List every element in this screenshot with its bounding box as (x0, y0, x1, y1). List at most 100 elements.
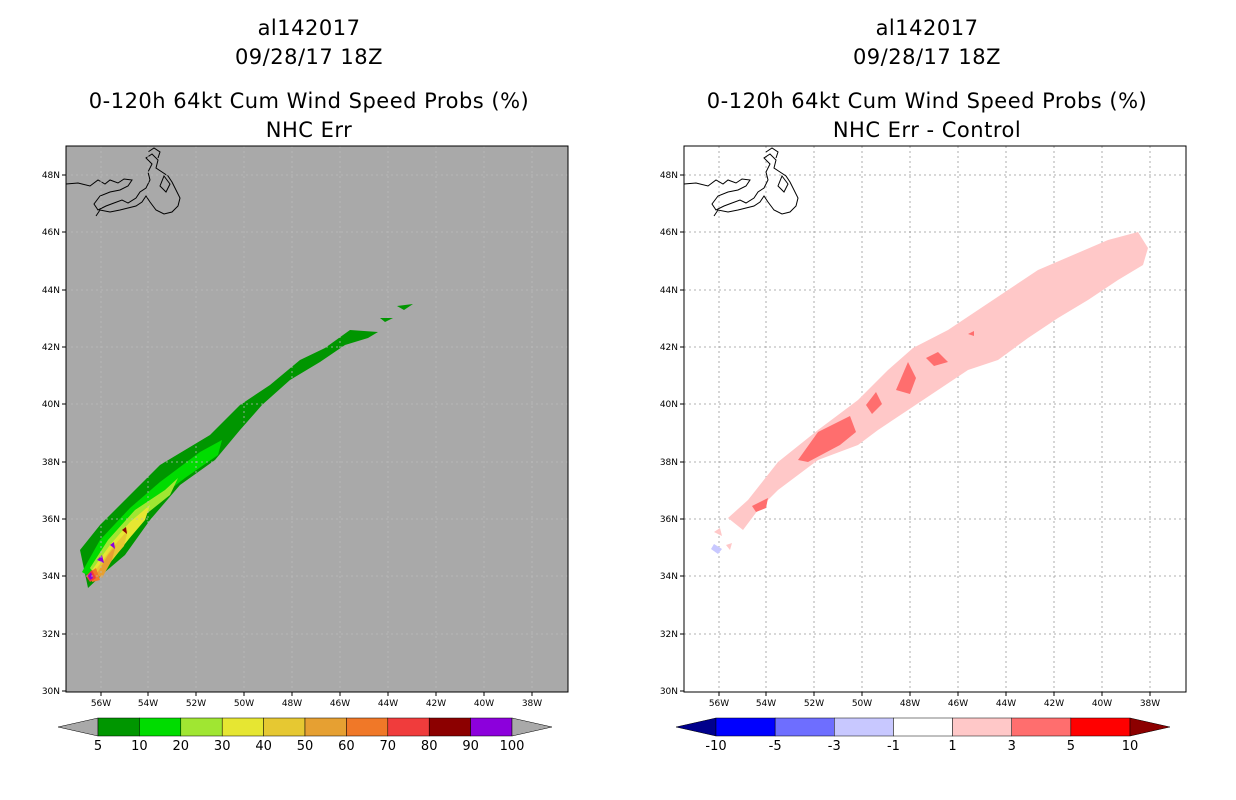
colorbar-swatch (346, 717, 389, 737)
lat-label: 48N (660, 171, 678, 181)
lat-label: 38N (660, 458, 678, 468)
lon-label: 42W (1044, 699, 1064, 709)
contour-plus-3-b (866, 392, 882, 414)
lat-label: 42N (42, 343, 60, 353)
contour-plus-3-f (968, 331, 974, 336)
colorbar-swatch (180, 717, 223, 737)
lon-label: 38W (1140, 699, 1160, 709)
right-map-panel: al142017 09/28/17 18Z 0-120h 64kt Cum Wi… (618, 0, 1236, 800)
lon-label: 42W (426, 699, 446, 709)
colorbar: 5 10 20 30 40 50 60 70 80 90 100 (57, 717, 553, 754)
contour-plus-3 (798, 416, 856, 462)
product-title: 0-120h 64kt Cum Wind Speed Probs (%) (88, 89, 530, 113)
colorbar-label: 100 (500, 739, 525, 754)
lon-label: 40W (1092, 699, 1112, 709)
colorbar-label: -10 (705, 739, 726, 754)
colorbar: -10 -5 -3 -1 1 3 5 10 (675, 717, 1171, 754)
contour-plus-3-c (896, 362, 916, 394)
colorbar-swatch (834, 717, 894, 737)
lat-label: 36N (660, 515, 678, 525)
colorbar-swatch (139, 717, 182, 737)
colorbar-end-triangle (1129, 717, 1171, 737)
lon-label: 46W (948, 699, 968, 709)
lat-label: 48N (42, 171, 60, 181)
grid-lines (684, 146, 1186, 692)
lat-label: 46N (660, 228, 678, 238)
lon-label: 52W (186, 699, 206, 709)
lat-label: 46N (42, 228, 60, 238)
lon-label: 56W (709, 699, 729, 709)
lon-label: 56W (91, 699, 111, 709)
lat-label: 30N (660, 687, 678, 697)
lat-label: 32N (42, 630, 60, 640)
colorbar-swatch (387, 717, 430, 737)
lon-label: 54W (756, 699, 776, 709)
lat-label: 42N (660, 343, 678, 353)
colorbar-label: -3 (828, 739, 841, 754)
contour-80 (122, 527, 127, 534)
lat-label: 32N (660, 630, 678, 640)
lat-label: 30N (42, 687, 60, 697)
contour-plus-1-small-2 (726, 543, 732, 550)
colorbar-swatch (304, 717, 347, 737)
lat-label: 40N (660, 400, 678, 410)
lat-label: 44N (660, 286, 678, 296)
colorbar-end-triangle (675, 717, 717, 737)
left-map-panel: al142017 09/28/17 18Z 0-120h 64kt Cum Wi… (42, 16, 569, 754)
contour-90-b (97, 555, 104, 563)
lon-label: 50W (852, 699, 872, 709)
lat-label: 40N (42, 400, 60, 410)
colorbar-swatch (470, 717, 513, 737)
lon-label: 46W (330, 699, 350, 709)
colorbar-swatch (221, 717, 264, 737)
difference-contours (711, 232, 1148, 554)
subtitle: NHC Err - Control (832, 118, 1022, 142)
coastline (683, 147, 799, 217)
colorbar-label: 90 (462, 739, 479, 754)
map-background (65, 145, 569, 693)
colorbar-label: 60 (338, 739, 355, 754)
colorbar-label: 3 (1008, 739, 1016, 754)
contour-50 (96, 545, 116, 578)
colorbar-swatch (97, 717, 140, 737)
colorbar-label: 40 (255, 739, 272, 754)
lon-label: 48W (900, 699, 920, 709)
colorbar-swatch (774, 717, 835, 737)
colorbar-label: 20 (173, 739, 190, 754)
lon-label: 40W (474, 699, 494, 709)
lon-label: 52W (804, 699, 824, 709)
lat-label: 34N (42, 572, 60, 582)
grid-lines (66, 146, 568, 692)
colorbar-label: 70 (380, 739, 397, 754)
colorbar-label: 80 (421, 739, 438, 754)
contour-plus-3-d (926, 352, 948, 366)
lat-label: 36N (42, 515, 60, 525)
colorbar-swatch (952, 717, 1012, 737)
colorbar-label: 10 (131, 739, 148, 754)
left-map-svg: 48N 46N 44N 42N 40N 38N 36N 34N 32N 30N … (42, 145, 569, 754)
contour-5-islet (397, 304, 413, 310)
lon-label: 50W (234, 699, 254, 709)
lon-label: 38W (522, 699, 542, 709)
colorbar-label: 5 (1067, 739, 1075, 754)
colorbar-swatch (263, 717, 306, 737)
contour-plus-1-small (714, 528, 722, 536)
colorbar-label: 30 (214, 739, 231, 754)
lat-label: 44N (42, 286, 60, 296)
contour-90 (88, 572, 93, 580)
colorbar-label: 1 (948, 739, 956, 754)
colorbar-swatch (1070, 717, 1131, 737)
colorbar-end-triangle (511, 717, 553, 737)
subtitle: NHC Err (265, 118, 353, 142)
contour-90-c (110, 542, 115, 549)
colorbar-label: 50 (297, 739, 314, 754)
lon-label: 48W (282, 699, 302, 709)
colorbar-label: -1 (887, 739, 900, 754)
date-title: 09/28/17 18Z (852, 45, 1002, 69)
probability-contours (80, 304, 413, 588)
lat-label: 38N (42, 458, 60, 468)
lon-label: 44W (378, 699, 398, 709)
lon-label: 54W (138, 699, 158, 709)
colorbar-swatch (428, 717, 471, 737)
colorbar-swatch (715, 717, 776, 737)
